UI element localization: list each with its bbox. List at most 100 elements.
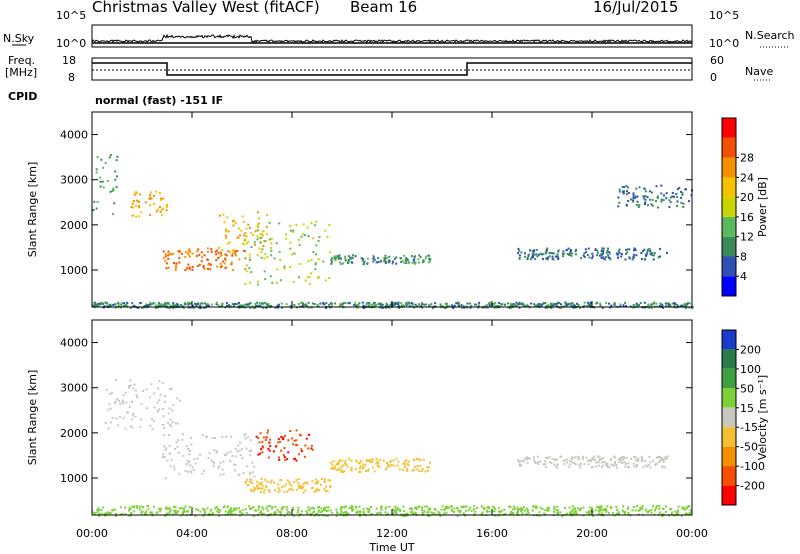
- data-cell-power: [210, 248, 212, 250]
- data-cell-power: [249, 257, 251, 259]
- data-cell-power: [621, 253, 623, 255]
- data-cell-velocity: [539, 461, 541, 463]
- data-cell-power: [656, 303, 658, 305]
- data-cell-velocity: [278, 457, 280, 459]
- data-cell-velocity: [192, 466, 194, 468]
- data-cell-velocity: [328, 506, 330, 508]
- colorbar-segment: [722, 349, 736, 368]
- data-cell-power: [257, 284, 259, 286]
- data-cell-power: [201, 260, 203, 262]
- data-cell-velocity: [169, 445, 171, 447]
- data-cell-velocity: [235, 448, 237, 450]
- data-cell-power: [585, 248, 587, 250]
- x-tick-label: 08:00: [276, 527, 308, 540]
- data-cell-power: [635, 188, 637, 190]
- data-cell-power: [120, 305, 122, 307]
- colorbar-tick-label: -100: [740, 460, 765, 473]
- data-cell-velocity: [154, 407, 156, 409]
- data-cell-power: [266, 214, 268, 216]
- data-cell-power: [255, 230, 257, 232]
- data-cell-power: [185, 251, 187, 253]
- data-cell-velocity: [296, 460, 298, 462]
- data-cell-velocity: [135, 416, 137, 418]
- data-cell-velocity: [658, 461, 660, 463]
- data-cell-velocity: [105, 512, 107, 514]
- data-cell-velocity: [279, 479, 281, 481]
- data-cell-power: [206, 304, 208, 306]
- data-cell-power: [328, 224, 330, 226]
- data-cell-velocity: [277, 484, 279, 486]
- data-cell-velocity: [451, 508, 453, 510]
- data-cell-power: [625, 249, 627, 251]
- data-cell-power: [599, 304, 601, 306]
- data-cell-power: [232, 225, 234, 227]
- data-cell-power: [255, 305, 257, 307]
- data-cell-power: [620, 256, 622, 258]
- data-cell-velocity: [128, 387, 130, 389]
- data-cell-velocity: [616, 467, 618, 469]
- colorbar-segment: [722, 276, 736, 296]
- data-cell-velocity: [312, 480, 314, 482]
- data-cell-power: [284, 268, 286, 270]
- data-cell-power: [366, 263, 368, 265]
- data-cell-power: [308, 260, 310, 262]
- data-cell-velocity: [545, 463, 547, 465]
- data-cell-velocity: [454, 507, 456, 509]
- data-cell-power: [652, 205, 654, 207]
- data-cell-power: [136, 192, 138, 194]
- data-cell-velocity: [223, 506, 225, 508]
- data-cell-velocity: [165, 477, 167, 479]
- data-cell-power: [546, 248, 548, 250]
- data-cell-power: [103, 187, 105, 189]
- data-cell-velocity: [282, 438, 284, 440]
- data-cell-power: [112, 213, 114, 215]
- data-cell-power: [178, 257, 180, 259]
- data-cell-power: [131, 302, 133, 304]
- data-cell-velocity: [380, 506, 382, 508]
- data-cell-power: [562, 250, 564, 252]
- data-cell-power: [284, 266, 286, 268]
- data-cell-power: [657, 207, 659, 209]
- data-cell-velocity: [622, 510, 624, 512]
- data-cell-power: [489, 302, 491, 304]
- data-cell-velocity: [341, 470, 343, 472]
- data-cell-power: [233, 250, 235, 252]
- data-cell-velocity: [132, 413, 134, 415]
- data-cell-power: [116, 156, 118, 158]
- data-cell-power: [270, 254, 272, 256]
- data-cell-velocity: [241, 448, 243, 450]
- data-cell-power: [168, 267, 170, 269]
- data-cell-power: [425, 256, 427, 258]
- data-cell-velocity: [149, 425, 151, 427]
- data-cell-velocity: [368, 508, 370, 510]
- data-cell-velocity: [318, 511, 320, 513]
- data-cell-velocity: [197, 509, 199, 511]
- data-cell-velocity: [163, 427, 165, 429]
- data-cell-power: [653, 258, 655, 260]
- data-cell-velocity: [363, 508, 365, 510]
- data-cell-velocity: [533, 456, 535, 458]
- data-cell-velocity: [300, 435, 302, 437]
- data-cell-velocity: [345, 460, 347, 462]
- data-cell-velocity: [181, 439, 183, 441]
- data-cell-power: [683, 203, 685, 205]
- data-cell-power: [421, 303, 423, 305]
- data-cell-power: [673, 196, 675, 198]
- data-cell-velocity: [238, 507, 240, 509]
- data-cell-velocity: [540, 507, 542, 509]
- colorbar-segment: [722, 217, 736, 237]
- data-cell-power: [225, 231, 227, 233]
- data-cell-velocity: [328, 479, 330, 481]
- freq-trace: [92, 63, 692, 75]
- data-cell-power: [219, 256, 221, 258]
- data-cell-velocity: [403, 510, 405, 512]
- data-cell-velocity: [622, 459, 624, 461]
- data-cell-velocity: [618, 511, 620, 513]
- data-cell-velocity: [553, 511, 555, 513]
- data-cell-power: [161, 209, 163, 211]
- data-cell-velocity: [139, 509, 141, 511]
- data-cell-power: [688, 200, 690, 202]
- data-cell-power: [222, 214, 224, 216]
- data-cell-velocity: [216, 506, 218, 508]
- data-cell-velocity: [300, 448, 302, 450]
